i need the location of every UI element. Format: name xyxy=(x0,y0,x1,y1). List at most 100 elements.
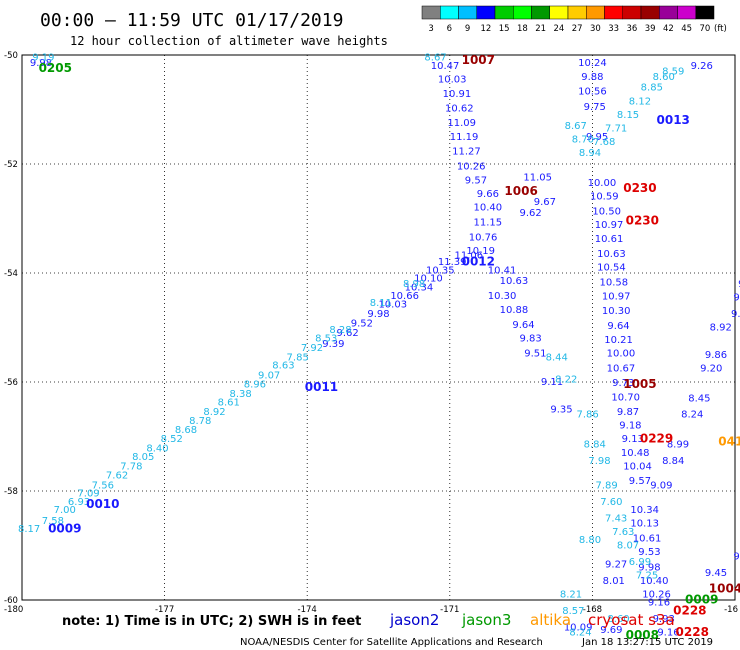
wave-height-label: 8.24 xyxy=(681,410,703,421)
colorbar-swatch xyxy=(531,5,550,20)
wave-height-label: 10.63 xyxy=(500,276,529,287)
wave-height-label: 7.09 xyxy=(77,489,99,500)
wave-height-label: 10.04 xyxy=(623,461,652,472)
wave-height-label: 7.86 xyxy=(577,410,599,421)
wave-height-label: 10.61 xyxy=(595,234,624,245)
wave-height-label: 10.62 xyxy=(445,103,474,114)
colorbar-swatch xyxy=(549,5,569,20)
wave-height-label: 8.84 xyxy=(662,456,684,467)
wave-height-label: 9.93 xyxy=(653,614,675,625)
wave-height-label: 10.10 xyxy=(414,273,443,284)
wave-height-label: 9.07 xyxy=(258,370,280,381)
wave-height-label: 10.63 xyxy=(597,249,626,260)
wave-height-label: 10.48 xyxy=(621,448,650,459)
wave-height-label: 10.21 xyxy=(604,335,633,346)
footer-timestamp: Jan 18 13:27:15 UTC 2019 xyxy=(581,637,713,648)
wave-height-label: 9.73 xyxy=(612,378,634,389)
wave-height-label: 9.57 xyxy=(733,551,740,562)
colorbar-swatch xyxy=(586,5,605,20)
wave-height-label: 11.27 xyxy=(452,146,481,157)
wave-height-label: 8.12 xyxy=(629,96,651,107)
wave-height-label: 11.15 xyxy=(474,217,503,228)
colorbar-label: 36 xyxy=(626,24,637,34)
wave-height-label: 9.18 xyxy=(619,421,641,432)
wave-height-label: 10.88 xyxy=(500,305,529,316)
footer-note: note: 1) Time is in UTC; 2) SWH is in fe… xyxy=(62,614,361,629)
wave-height-label: 8.63 xyxy=(272,361,294,372)
colorbar-label: 27 xyxy=(572,24,583,34)
wave-height-label: 10.30 xyxy=(602,306,631,317)
wave-height-label: 9.87 xyxy=(733,293,740,304)
wave-height-label: 7.25 xyxy=(636,570,658,581)
wave-height-label: 10.13 xyxy=(630,519,659,530)
wave-height-label: 9.26 xyxy=(691,61,713,72)
wave-height-label: 10.61 xyxy=(633,533,662,544)
wave-height-label: 10.54 xyxy=(597,263,626,274)
wave-height-label: 9.35 xyxy=(550,404,572,415)
wave-height-label: 8.94 xyxy=(579,148,601,159)
wave-height-label: 10.67 xyxy=(607,363,636,374)
wave-height-label: 7.00 xyxy=(54,505,76,516)
wave-height-label: 9.87 xyxy=(617,407,639,418)
wave-height-label: 9.62 xyxy=(336,328,358,339)
wave-height-label: 10.30 xyxy=(488,291,517,302)
wave-height-label: 10.03 xyxy=(378,300,407,311)
wave-height-label: 8.22 xyxy=(555,374,577,385)
wave-height-label: 8.84 xyxy=(584,440,606,451)
track-time-label: 0009 xyxy=(685,593,718,607)
colorbar-label: 70 xyxy=(699,24,710,34)
wave-height-label: 9.13 xyxy=(622,434,644,445)
track-time-label: 0008 xyxy=(626,628,659,642)
wave-height-label: 10.19 xyxy=(466,246,495,257)
wave-height-label: 10.41 xyxy=(488,265,517,276)
x-tick-labels: -180 -177 -174 -171 -168 -16 xyxy=(4,605,738,615)
wave-height-label: 7.71 xyxy=(605,124,627,135)
wave-height-label: 10.34 xyxy=(405,283,434,294)
wave-height-label: 8.60 xyxy=(607,614,629,625)
wave-height-label: 9.16 xyxy=(648,598,670,609)
wave-height-label: 8.44 xyxy=(546,352,568,363)
wave-height-label: 7.58 xyxy=(42,516,64,527)
wave-height-label: 8.92 xyxy=(203,407,225,418)
wave-height-label: 7.89 xyxy=(596,481,618,492)
wave-height-label: 8.60 xyxy=(653,72,675,83)
wave-height-label: 7.43 xyxy=(605,513,627,524)
wave-height-label: 8.78 xyxy=(189,416,211,427)
wave-height-label: 9.16 xyxy=(657,628,679,639)
wave-height-label: 8.11 xyxy=(370,298,392,309)
wave-height-label: 8.01 xyxy=(603,576,625,587)
colorbar-swatch xyxy=(476,5,496,20)
wave-height-label: 11.05 xyxy=(523,173,552,184)
wave-height-label: 7.78 xyxy=(120,461,142,472)
wave-height-label: 10.24 xyxy=(578,58,607,69)
wave-height-label: 7.60 xyxy=(600,497,622,508)
wave-height-label: 9.83 xyxy=(519,333,541,344)
wave-height-label: 9.98 xyxy=(367,309,389,320)
wave-height-label: 8.99 xyxy=(667,440,689,451)
track-time-labels: 0009 0010 0011 0012 0013 0205 0009 0008 0412 0230… xyxy=(39,53,740,642)
chart-title: 00:00 – 11:59 UTC 01/17/2019 xyxy=(40,10,343,31)
wave-height-label: 10.56 xyxy=(578,87,607,98)
wave-height-label: 9.27 xyxy=(605,560,627,571)
wave-height-label: 10.97 xyxy=(602,291,631,302)
grid xyxy=(22,55,735,600)
wave-height-label: 7.68 xyxy=(593,137,615,148)
colorbar-swatch xyxy=(659,5,678,20)
wave-height-label: 10.91 xyxy=(443,89,472,100)
wave-height-label: 7.62 xyxy=(106,471,128,482)
satellite-legend: jason2 jason3 altika cryosat s3a xyxy=(389,611,675,629)
wave-height-label: 9.75 xyxy=(584,102,606,113)
track-time-label: 0230 xyxy=(623,181,656,195)
colorbar-swatch xyxy=(695,5,715,20)
satellite-legend-item: jason2 xyxy=(389,611,439,629)
wave-height-label: 8.07 xyxy=(617,541,639,552)
wave-height-label: 8.38 xyxy=(230,389,252,400)
colorbar-label: 24 xyxy=(553,24,564,34)
y-tick-label: -50 xyxy=(4,51,18,61)
track-time-label: 0012 xyxy=(462,255,495,269)
satellite-legend-item: altika xyxy=(530,611,571,629)
x-tick-label: -180 xyxy=(4,605,23,615)
colorbar-swatch xyxy=(421,5,441,20)
colorbar-swatch xyxy=(622,5,642,20)
